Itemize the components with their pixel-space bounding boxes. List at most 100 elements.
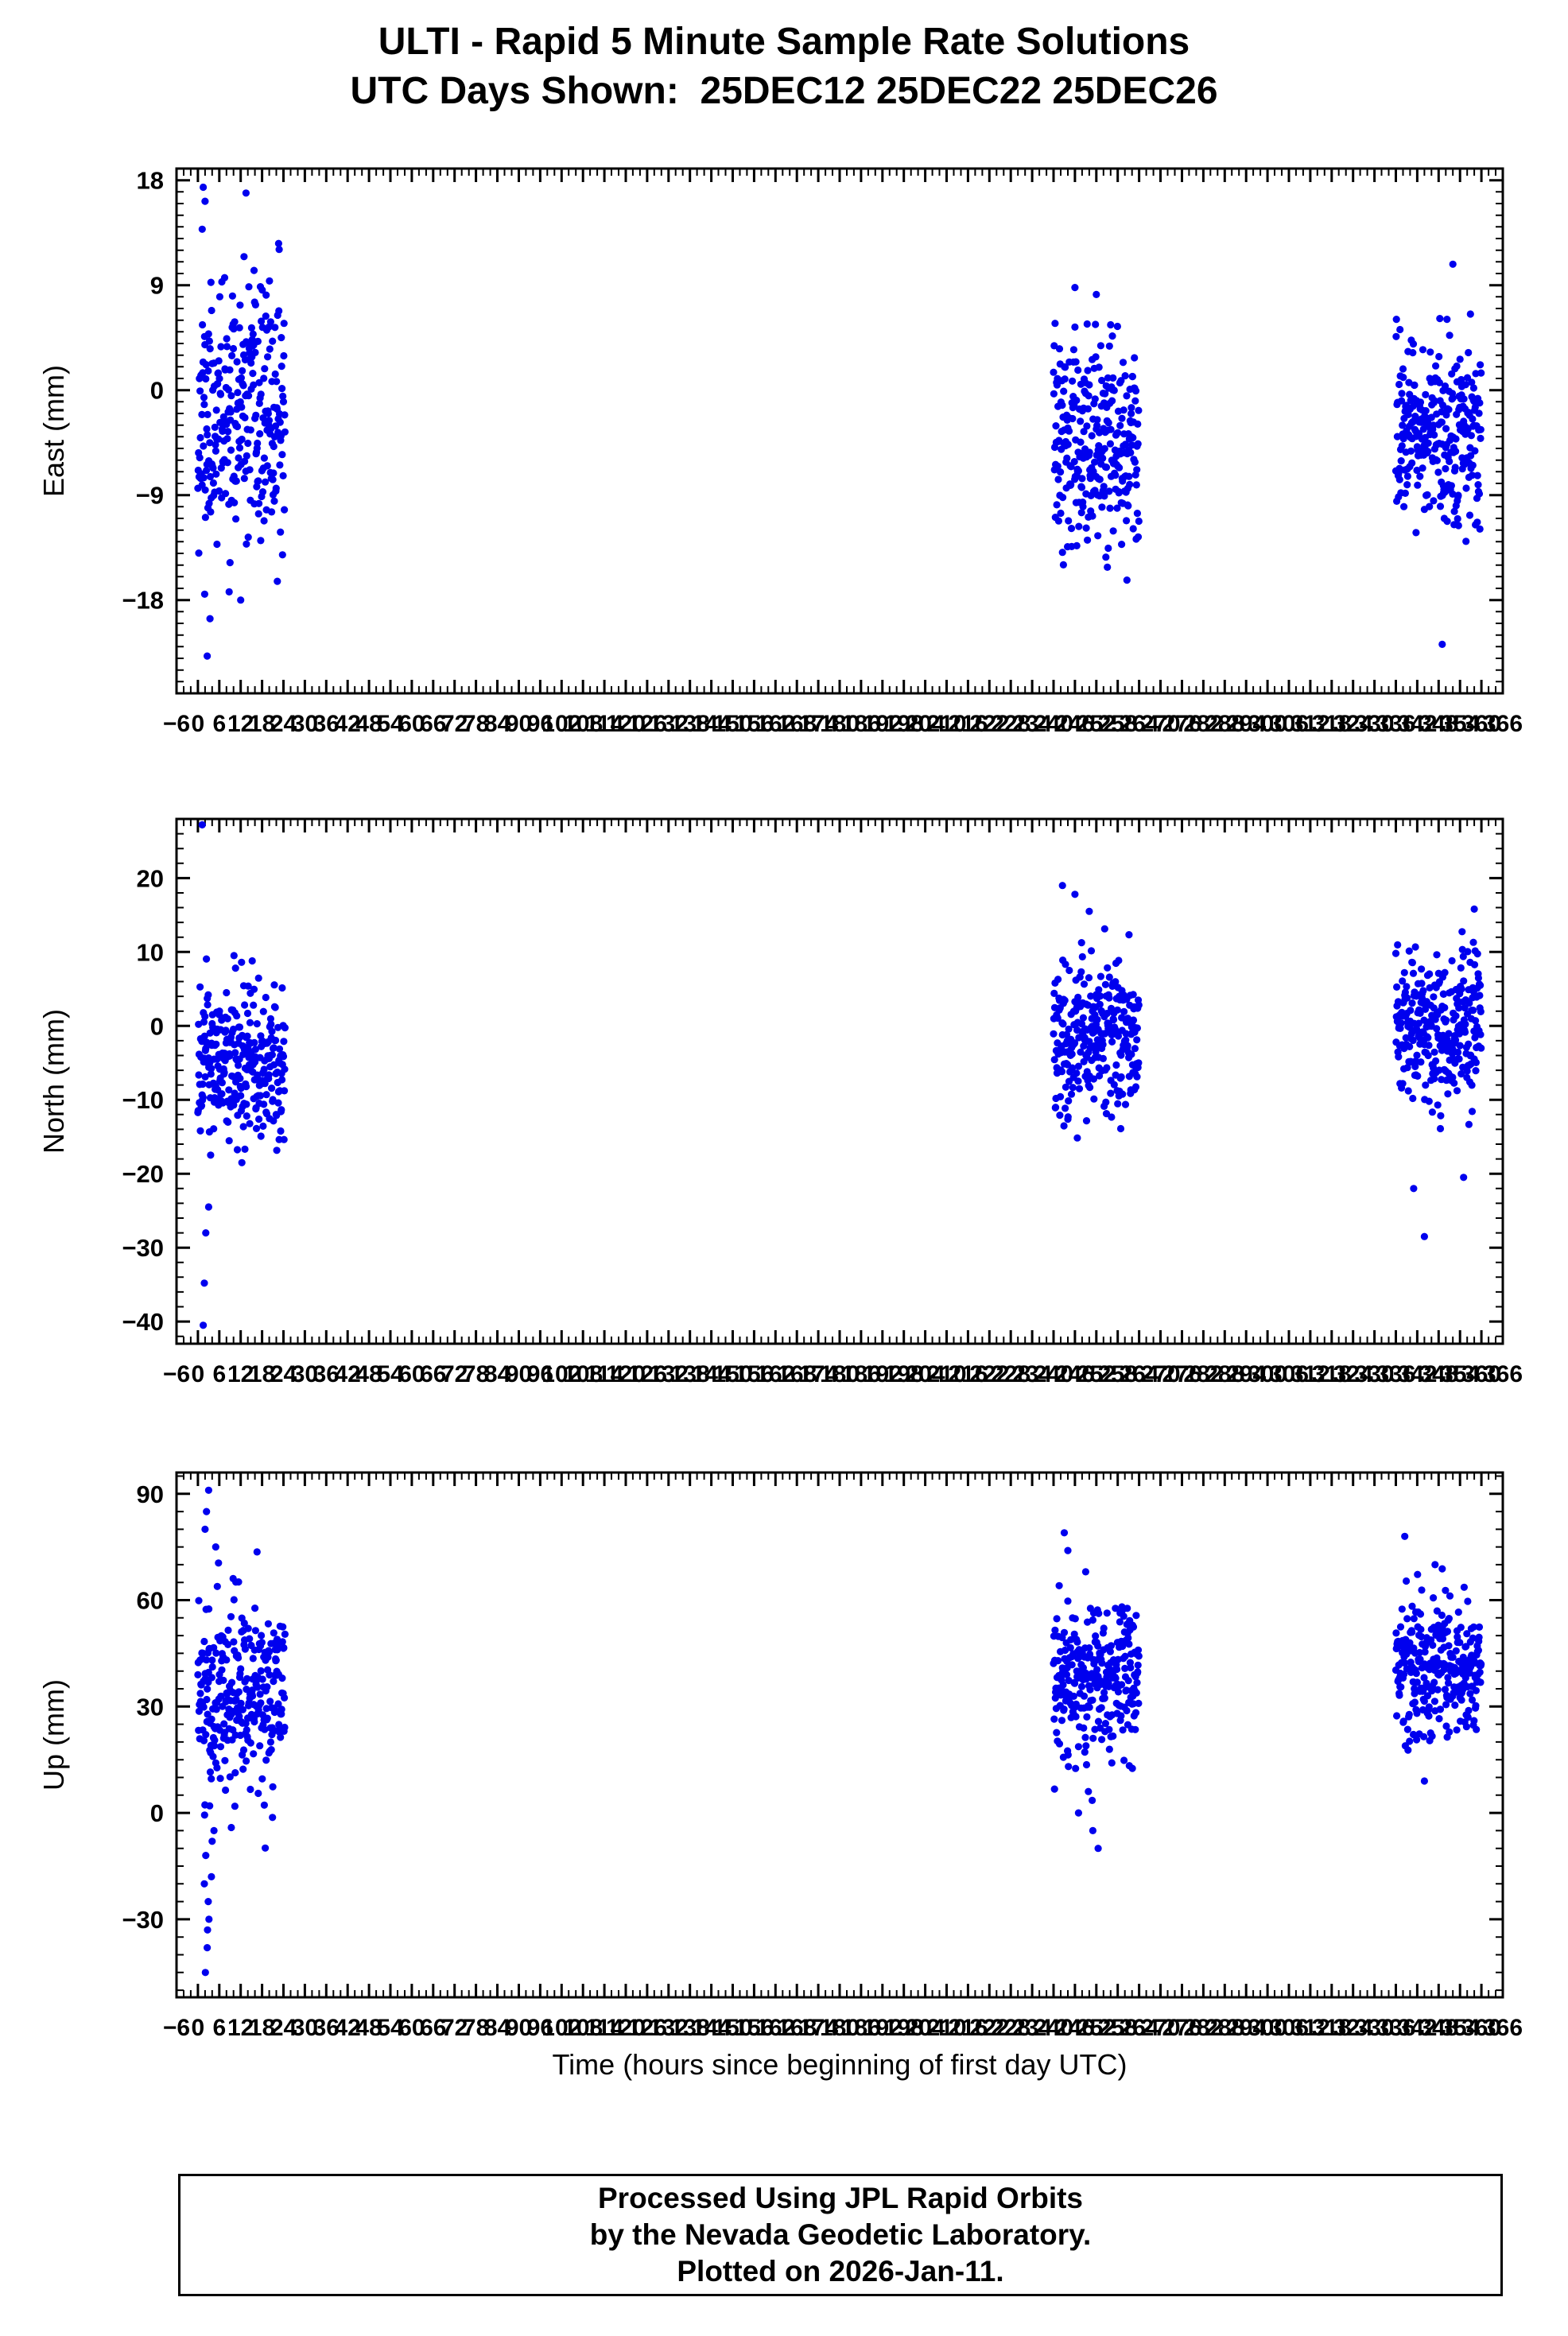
svg-text:54: 54: [377, 1361, 404, 1387]
svg-text:360: 360: [1461, 711, 1501, 737]
footer-box: Processed Using JPL Rapid Orbits by the …: [178, 2174, 1503, 2296]
svg-text:138: 138: [670, 1361, 710, 1387]
svg-text:120: 120: [606, 711, 646, 737]
svg-text:276: 276: [1162, 2015, 1201, 2041]
svg-text:366: 366: [1483, 2015, 1523, 2041]
svg-text:66: 66: [420, 2015, 446, 2041]
title-block: ULTI - Rapid 5 Minute Sample Rate Soluti…: [0, 17, 1568, 116]
up-plot: −6 0 6 121824303642485460667278849096102108…: [122, 1471, 1523, 2041]
svg-text:270: 270: [1140, 711, 1180, 737]
x-axis-label: Time (hours since beginning of first day…: [552, 2048, 1127, 2081]
svg-text:90: 90: [506, 1361, 532, 1387]
svg-text:−30: −30: [122, 1234, 164, 1262]
svg-text:120: 120: [606, 2015, 646, 2041]
svg-text:318: 318: [1312, 1361, 1352, 1387]
svg-text:174: 174: [798, 711, 838, 737]
svg-text:180: 180: [820, 711, 860, 737]
svg-text:312: 312: [1290, 1361, 1330, 1387]
svg-text:126: 126: [627, 2015, 667, 2041]
svg-text:72: 72: [441, 2015, 468, 2041]
svg-text:228: 228: [991, 1361, 1030, 1387]
svg-text:324: 324: [1333, 1361, 1373, 1387]
svg-text:270: 270: [1140, 1361, 1180, 1387]
east-plot: −6 0 6 121824303642485460667278849096102108…: [122, 167, 1523, 737]
svg-text:12: 12: [227, 1361, 254, 1387]
svg-text:0: 0: [150, 377, 164, 405]
svg-text:312: 312: [1290, 711, 1330, 737]
svg-text:216: 216: [948, 711, 988, 737]
svg-text:318: 318: [1312, 711, 1352, 737]
svg-text:144: 144: [692, 1361, 732, 1387]
svg-text:66: 66: [420, 711, 446, 737]
svg-text:108: 108: [563, 1361, 603, 1387]
svg-text:12: 12: [227, 2015, 254, 2041]
svg-text:0: 0: [192, 2015, 205, 2041]
svg-text:174: 174: [798, 1361, 838, 1387]
svg-text:162: 162: [755, 2015, 795, 2041]
svg-text:198: 198: [884, 2015, 924, 2041]
svg-text:42: 42: [335, 711, 361, 737]
svg-text:168: 168: [777, 1361, 817, 1387]
footer-line3: Plotted on 2026-Jan-11.: [677, 2255, 1004, 2287]
svg-text:282: 282: [1183, 711, 1223, 737]
svg-text:−20: −20: [122, 1160, 164, 1188]
svg-text:10: 10: [137, 938, 164, 966]
chart-title: ULTI - Rapid 5 Minute Sample Rate Soluti…: [378, 21, 1190, 63]
svg-text:54: 54: [377, 711, 404, 737]
svg-text:348: 348: [1419, 711, 1458, 737]
svg-text:240: 240: [1034, 2015, 1073, 2041]
svg-text:246: 246: [1055, 2015, 1095, 2041]
svg-text:18: 18: [249, 2015, 275, 2041]
svg-text:6: 6: [212, 711, 226, 737]
svg-text:222: 222: [969, 711, 1009, 737]
svg-text:18: 18: [249, 1361, 275, 1387]
svg-text:252: 252: [1077, 2015, 1116, 2041]
svg-text:192: 192: [863, 711, 902, 737]
svg-text:78: 78: [463, 711, 489, 737]
svg-text:48: 48: [355, 2015, 382, 2041]
svg-text:96: 96: [527, 711, 553, 737]
svg-text:150: 150: [712, 1361, 752, 1387]
svg-text:174: 174: [798, 2015, 838, 2041]
svg-text:264: 264: [1120, 711, 1159, 737]
svg-text:84: 84: [484, 711, 511, 737]
svg-text:30: 30: [137, 1693, 164, 1721]
svg-text:354: 354: [1440, 2015, 1480, 2041]
svg-text:84: 84: [484, 2015, 511, 2041]
svg-text:20: 20: [137, 864, 164, 892]
svg-text:198: 198: [884, 711, 924, 737]
svg-text:366: 366: [1483, 711, 1523, 737]
svg-text:222: 222: [969, 2015, 1009, 2041]
svg-text:156: 156: [734, 711, 774, 737]
svg-text:330: 330: [1355, 711, 1395, 737]
svg-text:84: 84: [484, 1361, 511, 1387]
svg-text:72: 72: [441, 711, 468, 737]
svg-text:42: 42: [335, 1361, 361, 1387]
svg-text:126: 126: [627, 711, 667, 737]
svg-text:108: 108: [563, 2015, 603, 2041]
svg-text:324: 324: [1333, 2015, 1373, 2041]
svg-text:186: 186: [841, 2015, 881, 2041]
svg-text:48: 48: [355, 711, 382, 737]
svg-text:144: 144: [692, 2015, 732, 2041]
svg-text:54: 54: [377, 2015, 404, 2041]
up-axis-label: Up (mm): [37, 1679, 70, 1791]
svg-text:132: 132: [649, 2015, 689, 2041]
svg-text:12: 12: [227, 711, 254, 737]
east-axis-label: East (mm): [37, 365, 70, 497]
svg-text:30: 30: [292, 2015, 318, 2041]
svg-text:312: 312: [1290, 2015, 1330, 2041]
svg-text:−10: −10: [122, 1086, 164, 1114]
svg-text:24: 24: [270, 1361, 297, 1387]
svg-text:168: 168: [777, 711, 817, 737]
svg-text:0: 0: [192, 1361, 205, 1387]
svg-text:288: 288: [1205, 711, 1244, 737]
svg-text:360: 360: [1461, 1361, 1501, 1387]
svg-text:192: 192: [863, 2015, 902, 2041]
svg-text:−6: −6: [163, 1361, 190, 1387]
svg-text:6: 6: [212, 1361, 226, 1387]
svg-text:−9: −9: [136, 482, 164, 510]
svg-text:36: 36: [313, 1361, 340, 1387]
svg-text:354: 354: [1440, 1361, 1480, 1387]
svg-text:348: 348: [1419, 2015, 1458, 2041]
